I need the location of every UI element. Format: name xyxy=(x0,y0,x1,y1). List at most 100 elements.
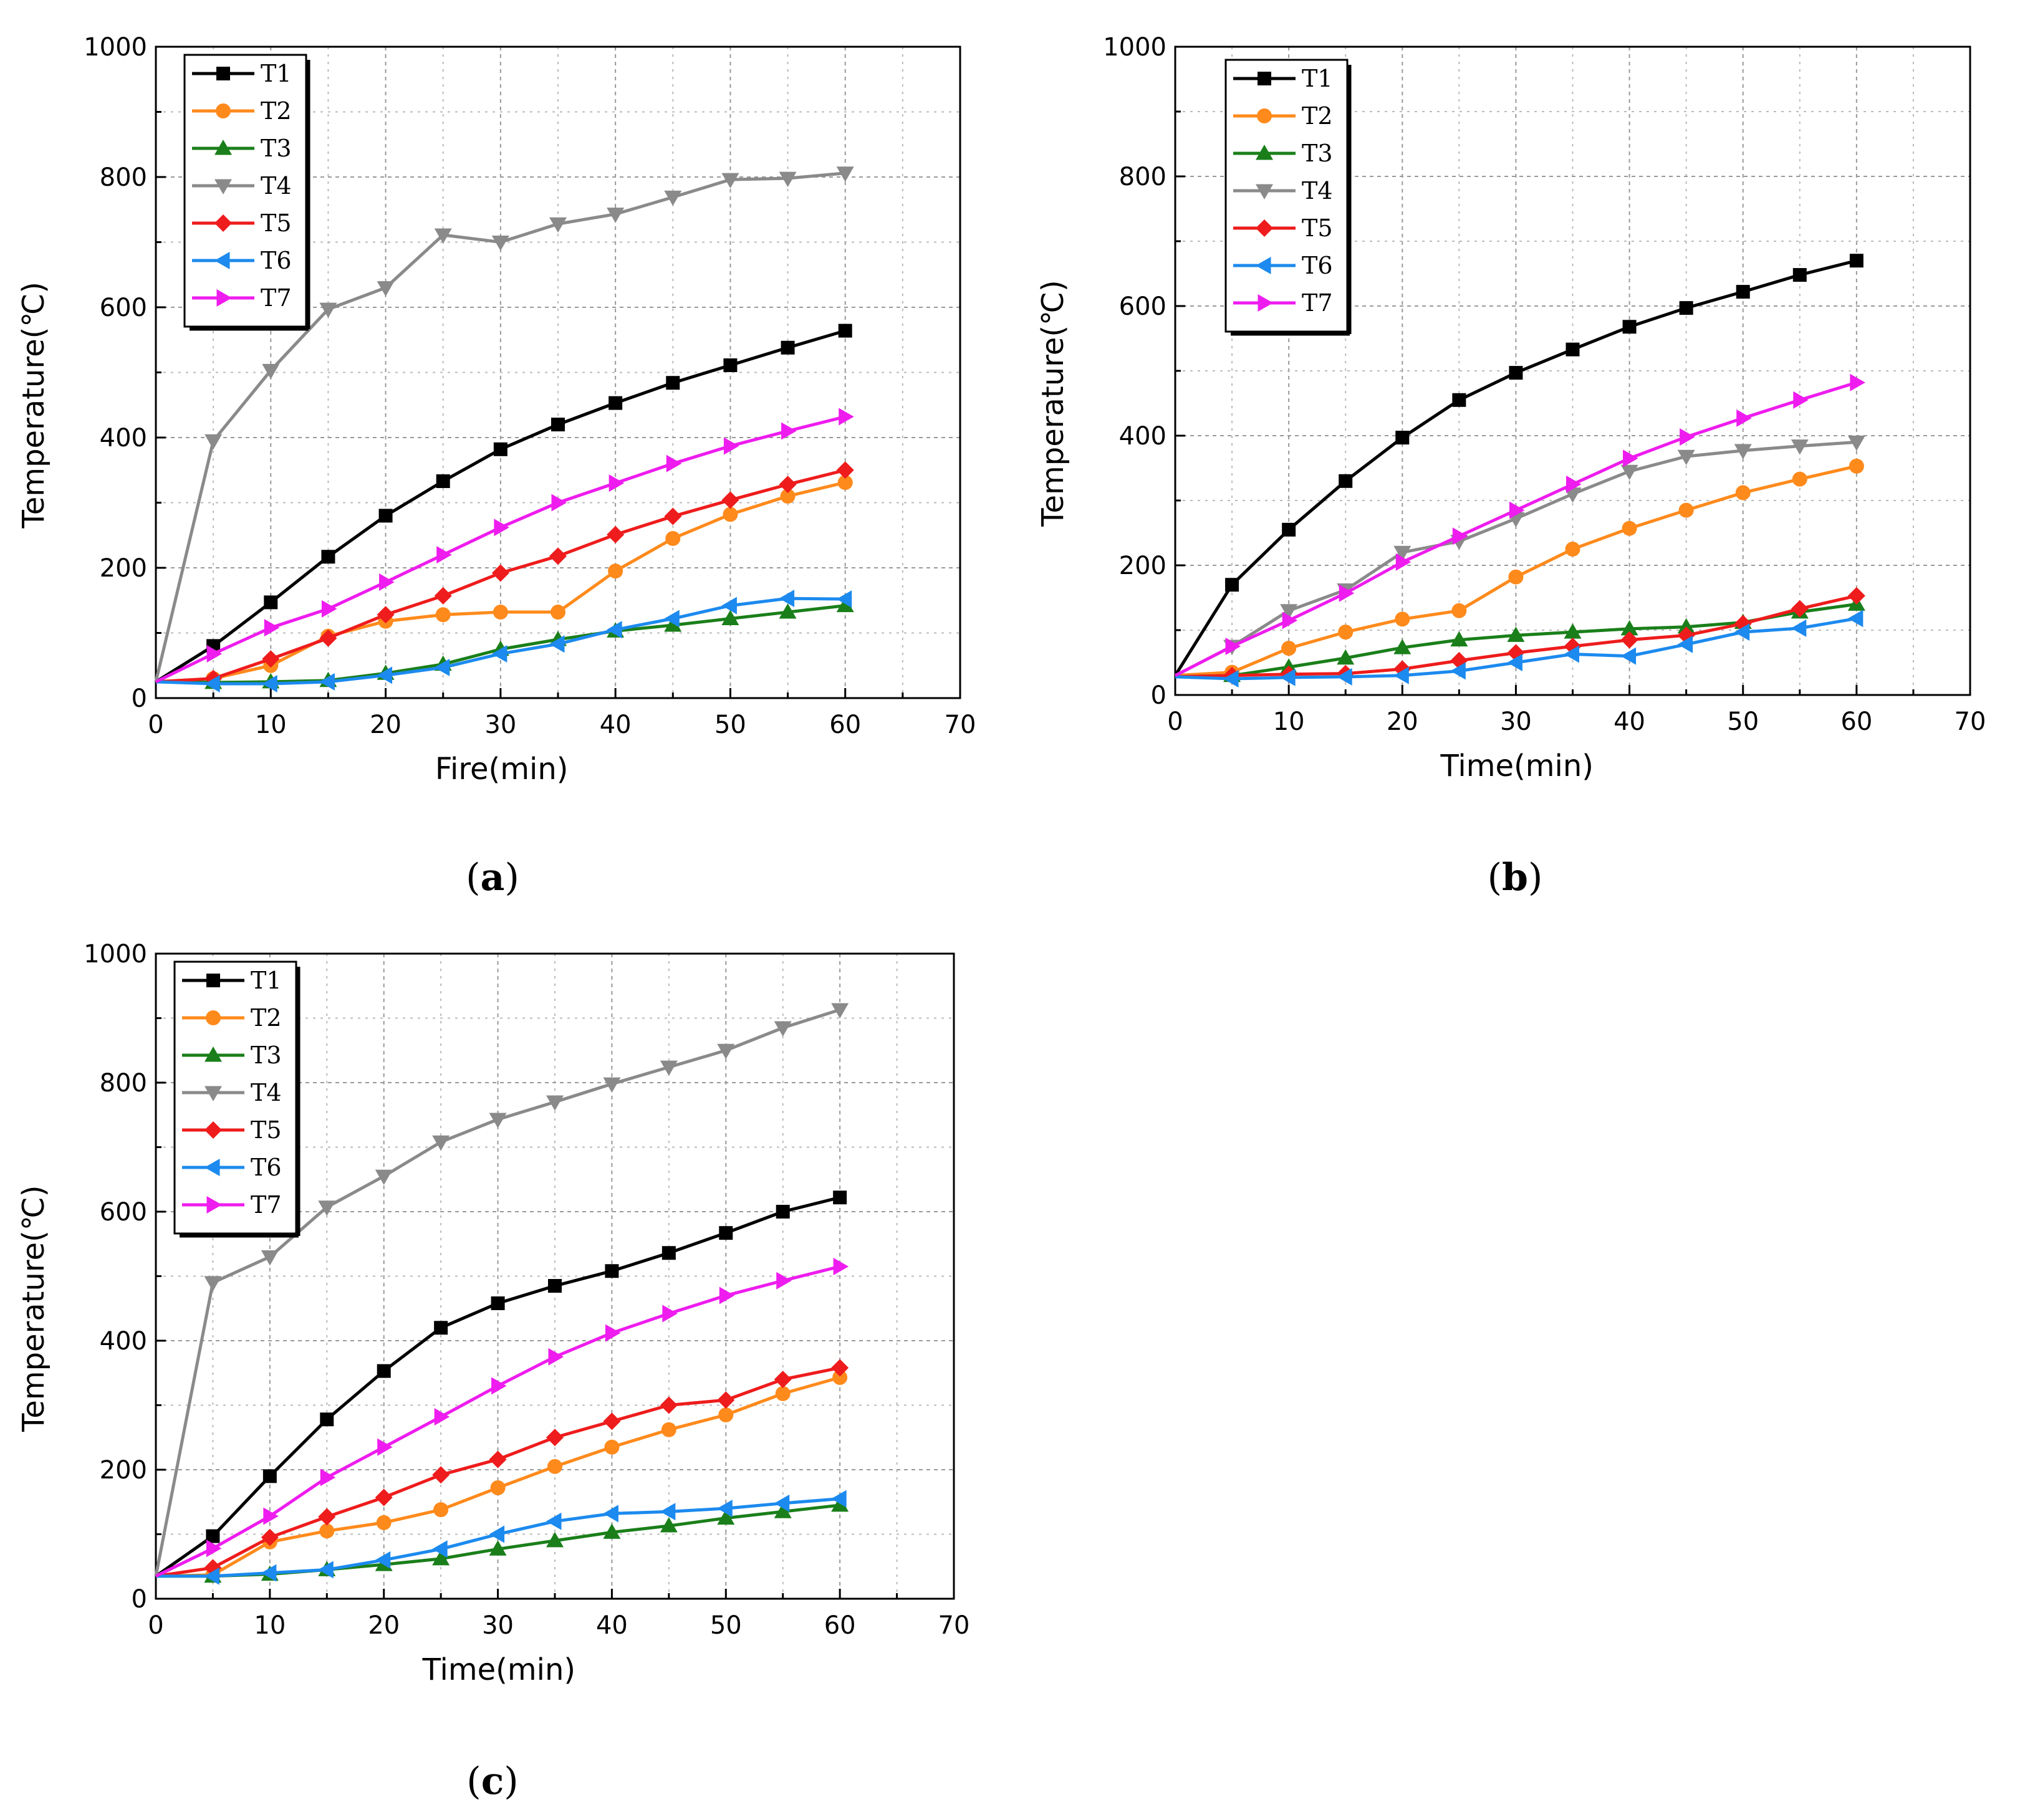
data-point-t3 xyxy=(1564,623,1582,639)
y-tick-label: 800 xyxy=(100,1069,147,1098)
data-point-t4 xyxy=(1734,444,1752,459)
data-point-t7 xyxy=(551,494,567,512)
data-point-t5 xyxy=(721,491,739,509)
data-point-t2 xyxy=(1735,485,1751,501)
data-point-t7 xyxy=(1736,409,1752,427)
data-point-t7 xyxy=(719,1286,735,1305)
data-point-t1 xyxy=(321,550,335,564)
x-tick-label: 60 xyxy=(824,1611,856,1640)
data-point-t2 xyxy=(604,1439,620,1455)
data-point-t7 xyxy=(1566,476,1582,493)
data-point-t6 xyxy=(318,1561,334,1579)
data-point-t6 xyxy=(491,644,507,663)
legend-label-t7: T7 xyxy=(261,284,292,312)
data-point-t5 xyxy=(1791,600,1809,618)
panel-caption-b: (b) xyxy=(1488,856,1543,899)
data-point-t1 xyxy=(605,1264,619,1278)
series-t4 xyxy=(154,166,854,682)
data-point-t3 xyxy=(546,1531,564,1548)
data-point-t2 xyxy=(608,563,623,579)
data-point-t6 xyxy=(1847,610,1864,628)
y-tick-label: 600 xyxy=(1119,292,1166,321)
data-point-t2 xyxy=(775,1386,791,1401)
legend: T1 T2 T3 T4 T5 T6 T7 xyxy=(183,54,310,331)
data-point-t7 xyxy=(1680,428,1695,446)
data-point-t6 xyxy=(1791,619,1807,637)
y-tick-label: 200 xyxy=(100,1456,147,1485)
legend-marker-t6 xyxy=(1256,257,1271,274)
legend-marker-t3 xyxy=(214,140,232,155)
x-tick-label: 20 xyxy=(368,1611,400,1640)
panel-a: 0 10 20 30 40 50 60 70 0 200 400 600 800 1000 Fire(min… xyxy=(16,33,976,899)
legend: T1 T2 T3 T4 T5 T6 T7 xyxy=(173,960,301,1238)
data-point-t4 xyxy=(717,1043,735,1060)
data-point-t5 xyxy=(779,476,797,494)
x-tick-label: 20 xyxy=(1387,707,1418,736)
data-point-t6 xyxy=(432,1540,448,1558)
data-point-t1 xyxy=(719,1226,733,1240)
data-point-t4 xyxy=(261,1250,279,1266)
y-tick-label: 0 xyxy=(132,684,147,713)
data-point-t1 xyxy=(1622,320,1637,334)
x-tick-label: 30 xyxy=(482,1611,514,1640)
x-tick-label: 30 xyxy=(484,711,516,739)
data-point-t2 xyxy=(1622,520,1637,536)
y-tick-label: 1000 xyxy=(84,33,147,62)
data-point-t7 xyxy=(608,474,625,492)
data-point-t6 xyxy=(546,1512,562,1530)
x-tick-label: 0 xyxy=(148,1611,163,1640)
data-point-t5 xyxy=(489,1450,507,1468)
data-point-t2 xyxy=(1451,603,1467,618)
legend-label-t4: T4 xyxy=(261,172,292,199)
x-tick-label: 0 xyxy=(148,711,163,739)
data-point-t7 xyxy=(662,1305,678,1323)
series-t7 xyxy=(155,1257,849,1578)
data-point-t7 xyxy=(605,1324,621,1342)
data-point-t2 xyxy=(493,605,508,620)
x-tick-label: 70 xyxy=(938,1611,970,1640)
panel-b: 0 10 20 30 40 50 60 70 0 200 400 600 800 1000 Time(min… xyxy=(1036,33,1986,899)
data-point-t3 xyxy=(1393,639,1412,654)
data-point-t6 xyxy=(1280,668,1296,686)
data-point-t7 xyxy=(320,1468,336,1487)
data-point-t5 xyxy=(319,629,337,647)
x-tick-label: 60 xyxy=(829,711,861,739)
legend-marker-t1 xyxy=(1258,72,1271,85)
x-tick-label: 40 xyxy=(596,1611,628,1640)
x-tick-label: 20 xyxy=(370,711,402,739)
data-point-t6 xyxy=(831,1490,847,1508)
data-point-t1 xyxy=(548,1279,562,1293)
data-point-t1 xyxy=(1452,393,1466,407)
data-point-t2 xyxy=(435,607,451,623)
data-point-t4 xyxy=(1620,464,1638,481)
data-point-t7 xyxy=(1339,584,1355,602)
data-point-t7 xyxy=(781,422,797,440)
legend-marker-t3 xyxy=(204,1046,222,1062)
data-point-t1 xyxy=(666,376,680,390)
x-tick-label: 10 xyxy=(254,1611,286,1640)
data-point-t4 xyxy=(204,434,223,450)
data-point-t6 xyxy=(1507,654,1522,671)
data-point-t4 xyxy=(549,217,567,233)
series-t5 xyxy=(155,1359,849,1578)
data-point-t4 xyxy=(607,208,625,223)
data-point-t5 xyxy=(261,1528,279,1546)
data-point-t5 xyxy=(434,587,452,605)
data-point-t2 xyxy=(837,475,853,491)
data-point-t6 xyxy=(1337,668,1352,686)
data-point-t4 xyxy=(774,1021,792,1037)
data-point-t5 xyxy=(660,1396,678,1414)
data-point-t6 xyxy=(1223,670,1239,687)
data-point-t7 xyxy=(379,573,395,591)
legend-label-t7: T7 xyxy=(1302,289,1333,317)
data-point-t5 xyxy=(377,606,395,624)
data-point-t3 xyxy=(1337,649,1355,665)
data-point-t2 xyxy=(1338,625,1354,640)
data-point-t2 xyxy=(547,1458,562,1474)
x-tick-label: 0 xyxy=(1167,707,1183,736)
data-point-t5 xyxy=(549,547,567,565)
data-point-t4 xyxy=(204,1276,222,1291)
legend-label-t6: T6 xyxy=(1302,252,1333,279)
data-point-t6 xyxy=(1393,666,1409,684)
legend-box xyxy=(173,960,297,1235)
